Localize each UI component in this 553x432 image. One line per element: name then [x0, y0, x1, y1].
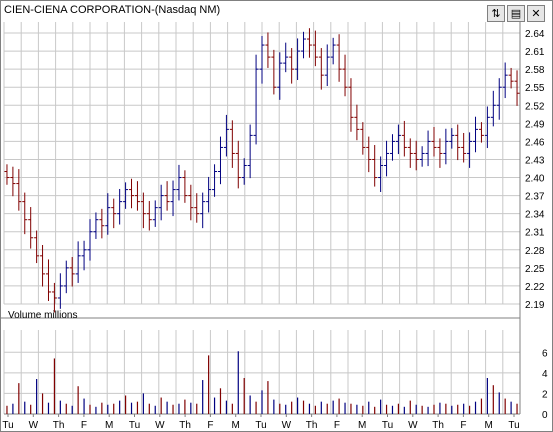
y-tick-label: 2.49	[525, 119, 545, 130]
x-tick-label: F	[460, 420, 466, 431]
x-tick-label: Th	[179, 420, 191, 431]
x-tick-label: Tu	[129, 420, 140, 431]
x-tick-label: F	[81, 420, 87, 431]
x-tick-label: Tu	[382, 420, 393, 431]
y-tick-label: 2.19	[525, 300, 545, 311]
volume-label: Volume millions	[8, 310, 77, 321]
y-tick-label: 2.52	[525, 101, 545, 112]
volume-tick-label: 4	[542, 369, 548, 380]
y-tick-label: 2.43	[525, 155, 545, 166]
y-tick-label: 2.61	[525, 47, 545, 58]
y-tick-label: 2.58	[525, 65, 545, 76]
x-tick-label: W	[408, 420, 418, 431]
x-tick-label: Th	[306, 420, 318, 431]
x-tick-label: F	[207, 420, 213, 431]
y-tick-label: 2.55	[525, 83, 545, 94]
refresh-icon[interactable]: ⇅	[487, 5, 505, 22]
y-tick-label: 2.64	[525, 29, 545, 40]
chart-title: CIEN-CIENA CORPORATION-(Nasdaq NM)	[4, 4, 221, 16]
volume-tick-label: 6	[542, 348, 548, 359]
x-tick-label: M	[105, 420, 113, 431]
y-tick-label: 2.28	[525, 246, 545, 257]
x-tick-label: Th	[53, 420, 65, 431]
x-tick-label: Tu	[255, 420, 266, 431]
x-tick-label: W	[282, 420, 292, 431]
y-tick-label: 2.25	[525, 264, 545, 275]
x-tick-label: W	[29, 420, 39, 431]
y-tick-label: 2.22	[525, 282, 545, 293]
y-tick-label: 2.34	[525, 210, 545, 221]
volume-tick-label: 0	[542, 410, 548, 421]
x-tick-label: Tu	[2, 420, 13, 431]
y-tick-label: 2.46	[525, 137, 545, 148]
y-tick-label: 2.37	[525, 192, 545, 203]
x-tick-label: F	[334, 420, 340, 431]
x-tick-label: M	[232, 420, 240, 431]
settings-icon[interactable]: ▤	[507, 5, 525, 22]
x-tick-label: W	[155, 420, 165, 431]
y-tick-label: 2.31	[525, 228, 545, 239]
x-tick-label: M	[485, 420, 493, 431]
close-icon[interactable]: ✕	[527, 5, 545, 22]
chart-toolbar: ⇅ ▤ ✕	[487, 5, 545, 22]
volume-tick-label: 2	[542, 389, 548, 400]
x-tick-label: Tu	[508, 420, 519, 431]
y-tick-label: 2.40	[525, 174, 545, 185]
x-tick-label: M	[358, 420, 366, 431]
x-tick-label: Th	[432, 420, 444, 431]
